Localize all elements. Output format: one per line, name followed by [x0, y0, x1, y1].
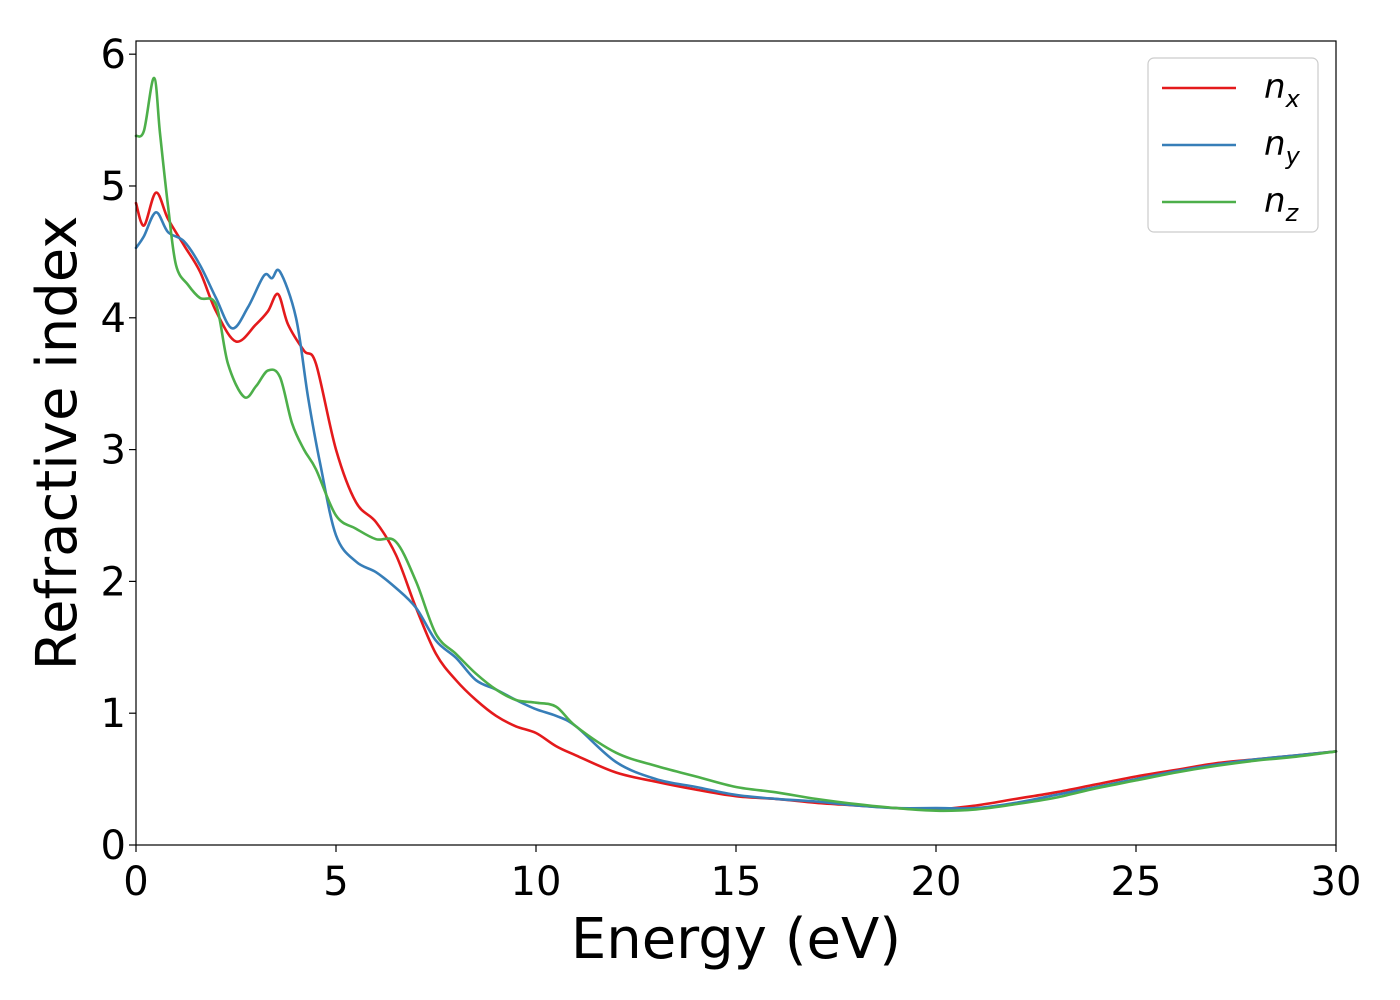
series-line-x — [134, 191, 1338, 811]
y-tick-label: 1 — [101, 691, 126, 737]
legend-label-subscript: z — [1285, 199, 1300, 227]
x-tick-label: 15 — [711, 859, 762, 905]
x-tick-label: 30 — [1311, 859, 1362, 905]
x-tick-label: 5 — [323, 859, 348, 905]
y-tick-label: 5 — [101, 164, 126, 210]
series-layer — [134, 76, 1338, 813]
legend-label-base: n — [1264, 181, 1286, 221]
plot-area — [136, 41, 1336, 845]
x-axis-label: Energy (eV) — [571, 907, 901, 972]
series-line-z — [134, 76, 1338, 813]
legend-label-base: n — [1264, 124, 1286, 164]
legend-label-subscript: y — [1285, 142, 1301, 170]
legend-label-y: ny — [1264, 124, 1301, 170]
y-tick-label: 0 — [101, 823, 126, 869]
legend-label-x: nx — [1264, 67, 1301, 113]
x-tick-label: 25 — [1111, 859, 1162, 905]
x-tick-label: 20 — [911, 859, 962, 905]
y-tick-label: 6 — [101, 32, 126, 78]
legend-label-base: n — [1264, 67, 1286, 107]
x-tick-label: 0 — [123, 859, 148, 905]
y-tick-label: 4 — [101, 296, 126, 342]
y-axis-ticks: 0 1 2 3 4 5 6 — [101, 32, 136, 869]
y-tick-label: 2 — [101, 559, 126, 605]
x-tick-label: 10 — [511, 859, 562, 905]
y-axis-label: Refractive index — [25, 216, 90, 671]
legend-label-subscript: x — [1285, 85, 1301, 113]
legend-label-z: nz — [1264, 181, 1300, 227]
y-tick-label: 3 — [101, 428, 126, 474]
x-axis-ticks: 0 5 10 15 20 25 30 — [123, 845, 1361, 905]
